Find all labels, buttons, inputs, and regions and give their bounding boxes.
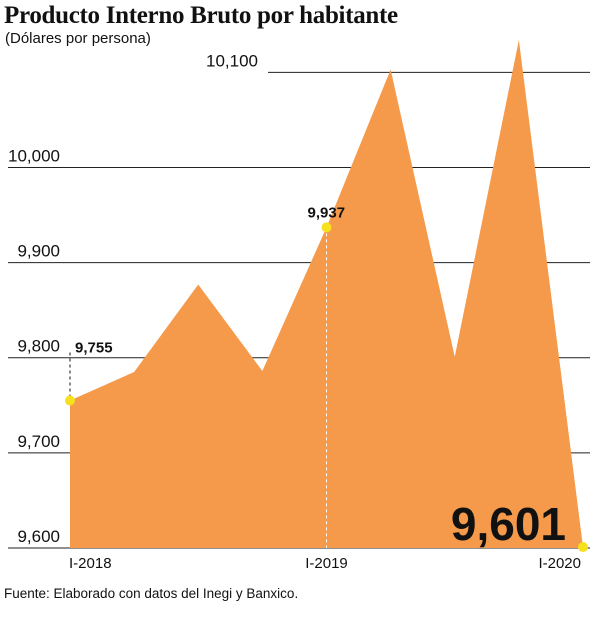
data-point-marker-9,937 bbox=[321, 222, 332, 233]
x-axis: I-2018 I-2019 I-2020 bbox=[69, 555, 581, 572]
y-tick-label-9,900: 9,900 bbox=[17, 242, 60, 261]
y-tick-label-9,800: 9,800 bbox=[17, 337, 60, 356]
x-tick-label-I-2019: I-2019 bbox=[305, 555, 348, 572]
data-label-9,601: 9,601 bbox=[451, 498, 566, 550]
data-markers bbox=[65, 222, 588, 553]
reference-lines bbox=[69, 227, 327, 548]
data-point-marker-9,601 bbox=[578, 542, 588, 553]
y-tick-label-9,600: 9,600 bbox=[17, 527, 60, 546]
y-tick-label-9,700: 9,700 bbox=[17, 432, 60, 451]
y-axis: 9,600 9,700 9,800 9,900 10,000 10,100 bbox=[8, 51, 258, 546]
data-point-marker-9,755 bbox=[65, 395, 75, 406]
x-tick-label-I-2020: I-2020 bbox=[538, 555, 581, 572]
data-label-9,755: 9,755 bbox=[75, 340, 113, 357]
source-note: Fuente: Elaborado con datos del Inegi y … bbox=[4, 586, 299, 601]
y-tick-label-10,000: 10,000 bbox=[8, 146, 60, 165]
x-tick-label-I-2018: I-2018 bbox=[69, 555, 112, 572]
data-label-9,937: 9,937 bbox=[308, 204, 346, 221]
data-labels: 9,755 9,937 9,601 bbox=[75, 204, 566, 550]
y-tick-label-10,100: 10,100 bbox=[206, 51, 258, 70]
chart-title: Producto Interno Bruto por habitante bbox=[4, 2, 398, 29]
chart-subtitle: (Dólares por persona) bbox=[5, 30, 151, 47]
